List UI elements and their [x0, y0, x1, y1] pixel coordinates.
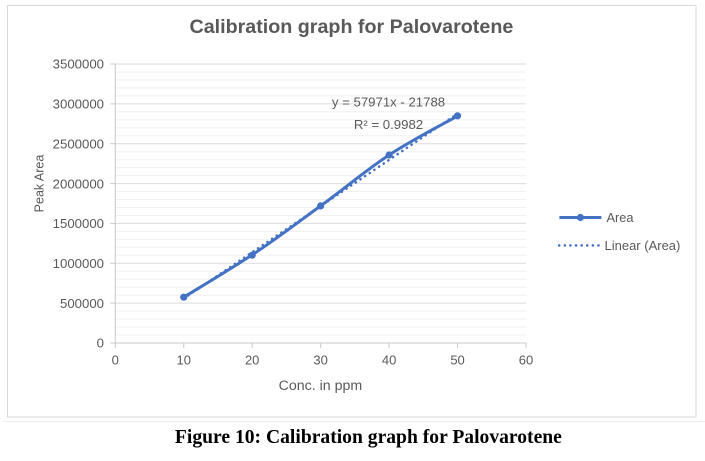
svg-text:Linear (Area): Linear (Area)	[605, 238, 681, 253]
svg-text:Area: Area	[607, 210, 635, 225]
svg-text:20: 20	[245, 353, 259, 368]
svg-text:0: 0	[112, 353, 119, 368]
svg-text:50: 50	[450, 353, 464, 368]
svg-text:1000000: 1000000	[53, 256, 104, 271]
svg-text:3500000: 3500000	[53, 57, 104, 72]
svg-text:Conc. in ppm: Conc. in ppm	[279, 378, 363, 394]
svg-text:3000000: 3000000	[53, 97, 104, 112]
svg-text:Peak Area: Peak Area	[33, 155, 47, 213]
svg-text:Calibration graph for Palovaro: Calibration graph for Palovarotene	[189, 16, 513, 38]
svg-text:1500000: 1500000	[53, 216, 104, 231]
svg-text:500000: 500000	[60, 296, 104, 311]
svg-text:2500000: 2500000	[53, 137, 104, 152]
svg-text:0: 0	[97, 336, 104, 351]
svg-text:2000000: 2000000	[53, 176, 104, 191]
svg-text:40: 40	[382, 353, 396, 368]
svg-text:R² = 0.9982: R² = 0.9982	[354, 117, 423, 132]
svg-text:10: 10	[177, 353, 191, 368]
svg-text:30: 30	[313, 353, 327, 368]
svg-text:y = 57971x - 21788: y = 57971x - 21788	[332, 95, 445, 110]
svg-text:Figure 10: Calibration graph f: Figure 10: Calibration graph for Palovar…	[175, 427, 562, 448]
svg-text:60: 60	[519, 353, 533, 368]
